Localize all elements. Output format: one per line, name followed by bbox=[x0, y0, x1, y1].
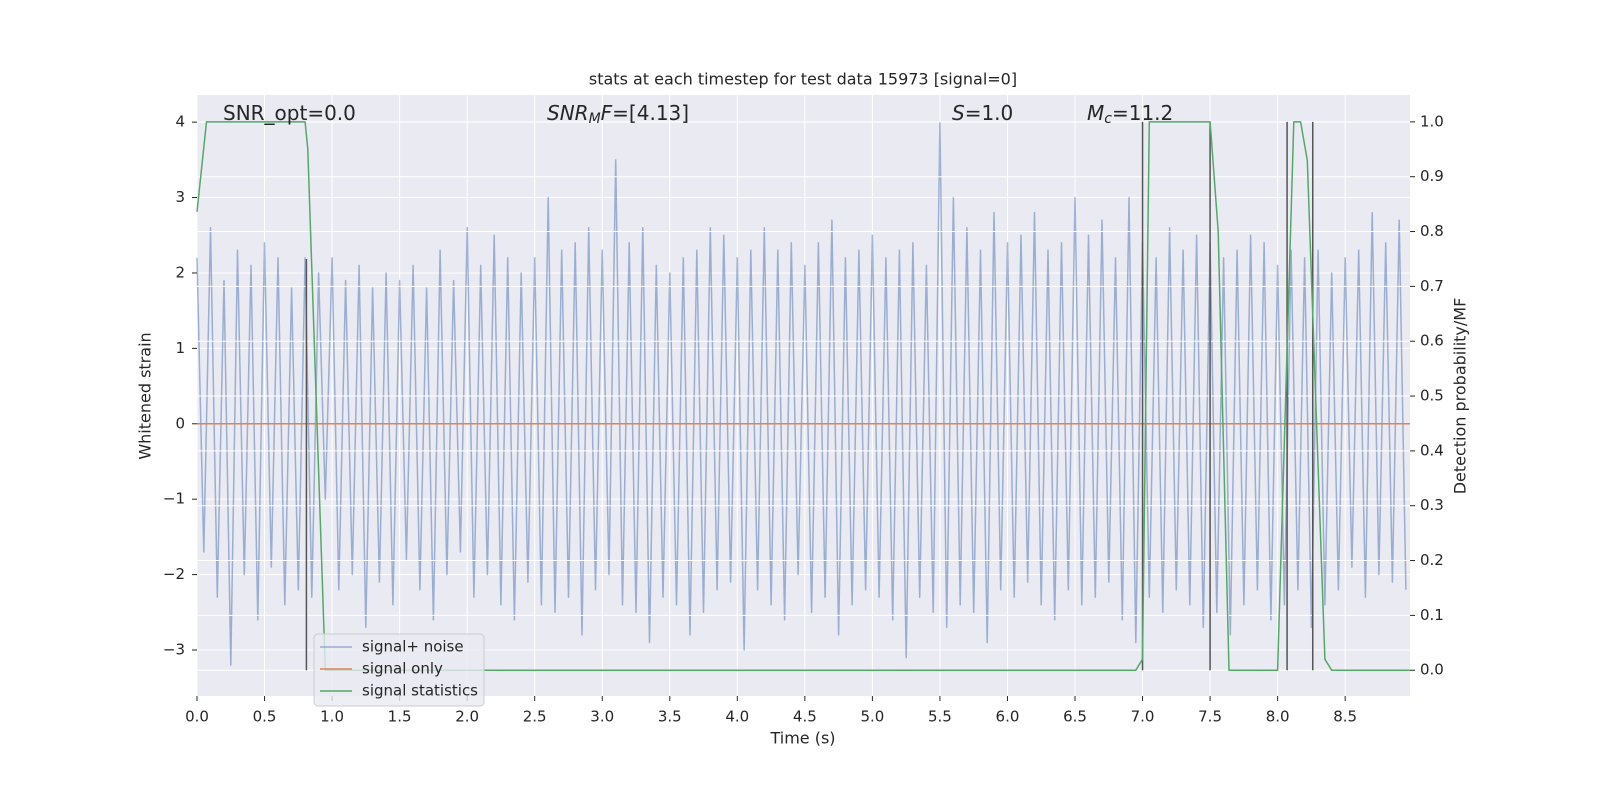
legend-box bbox=[313, 633, 485, 707]
y-tick-label: −3 bbox=[163, 641, 185, 659]
y2-axis-label: Detection probability/MF bbox=[1451, 298, 1470, 495]
y-tick-label: −2 bbox=[163, 565, 185, 583]
x-tick-label: 4.0 bbox=[725, 708, 749, 726]
y2-tick-label: 0.7 bbox=[1420, 277, 1444, 295]
x-tick-label: 0.5 bbox=[253, 708, 277, 726]
annotation-part: SNR_opt=0.0 bbox=[223, 101, 356, 125]
y2-tick-label: 0.8 bbox=[1420, 222, 1444, 240]
y-tick-label: 4 bbox=[175, 113, 185, 131]
y-tick-label: −1 bbox=[163, 490, 185, 508]
y-tick-label: 3 bbox=[175, 188, 185, 206]
annotation-part: SNR bbox=[547, 101, 589, 125]
x-tick-label: 1.0 bbox=[320, 708, 344, 726]
chart-title: stats at each timestep for test data 159… bbox=[589, 70, 1017, 89]
x-tick-label: 7.5 bbox=[1198, 708, 1222, 726]
legend-label: signal only bbox=[362, 660, 443, 678]
y2-tick-label: 0.0 bbox=[1420, 661, 1444, 679]
x-tick-label: 5.5 bbox=[928, 708, 952, 726]
x-tick-label: 7.0 bbox=[1131, 708, 1155, 726]
y2-tick-label: 1.0 bbox=[1420, 112, 1444, 130]
y2-tick-label: 0.4 bbox=[1420, 441, 1444, 459]
annotation: SNRMF=[4.13] bbox=[547, 101, 689, 128]
annotation-part: S bbox=[952, 101, 965, 125]
annotation: SNR_opt=0.0 bbox=[223, 101, 356, 125]
annotation-part: =11.2 bbox=[1112, 101, 1173, 125]
y2-tick-label: 0.3 bbox=[1420, 496, 1444, 514]
y2-tick-label: 0.6 bbox=[1420, 332, 1444, 350]
annotation-part: M bbox=[1087, 101, 1104, 125]
y2-tick-label: 0.2 bbox=[1420, 551, 1444, 569]
annotation-part: M bbox=[589, 111, 601, 127]
annotation-part: c bbox=[1104, 111, 1112, 127]
series-line bbox=[196, 121, 1407, 666]
legend: signal+ noise signal only signal statistic… bbox=[313, 633, 485, 707]
x-tick-label: 6.0 bbox=[996, 708, 1020, 726]
x-axis-label: Time (s) bbox=[769, 729, 835, 748]
annotation-part: =1.0 bbox=[965, 101, 1014, 125]
y-axis-label: Whitened strain bbox=[136, 332, 155, 459]
annotation-part: =[4.13] bbox=[612, 101, 689, 125]
x-tick-label: 4.5 bbox=[793, 708, 817, 726]
y2-tick-label: 0.1 bbox=[1420, 606, 1444, 624]
x-tick-label: 8.5 bbox=[1333, 708, 1357, 726]
series-line bbox=[196, 121, 1410, 671]
x-tick-label: 1.5 bbox=[388, 708, 412, 726]
y-tick-label: 1 bbox=[175, 339, 185, 357]
x-tick-label: 2.0 bbox=[455, 708, 479, 726]
annotation: S=1.0 bbox=[952, 101, 1013, 125]
annotation: Mc=11.2 bbox=[1087, 101, 1173, 128]
x-tick-label: 3.5 bbox=[658, 708, 682, 726]
legend-label: signal+ noise bbox=[362, 638, 464, 656]
x-tick-label: 2.5 bbox=[523, 708, 547, 726]
y2-tick-label: 0.9 bbox=[1420, 167, 1444, 185]
y2-tick-label: 0.5 bbox=[1420, 387, 1444, 405]
x-tick-label: 6.5 bbox=[1063, 708, 1087, 726]
x-tick-label: 3.0 bbox=[590, 708, 614, 726]
legend-label: signal statistics bbox=[362, 682, 478, 700]
x-tick-label: 5.0 bbox=[860, 708, 884, 726]
annotation-part: F bbox=[601, 101, 613, 125]
y-tick-label: 0 bbox=[175, 414, 185, 432]
x-tick-label: 0.0 bbox=[185, 708, 209, 726]
y-tick-label: 2 bbox=[175, 263, 185, 281]
x-tick-label: 8.0 bbox=[1266, 708, 1290, 726]
